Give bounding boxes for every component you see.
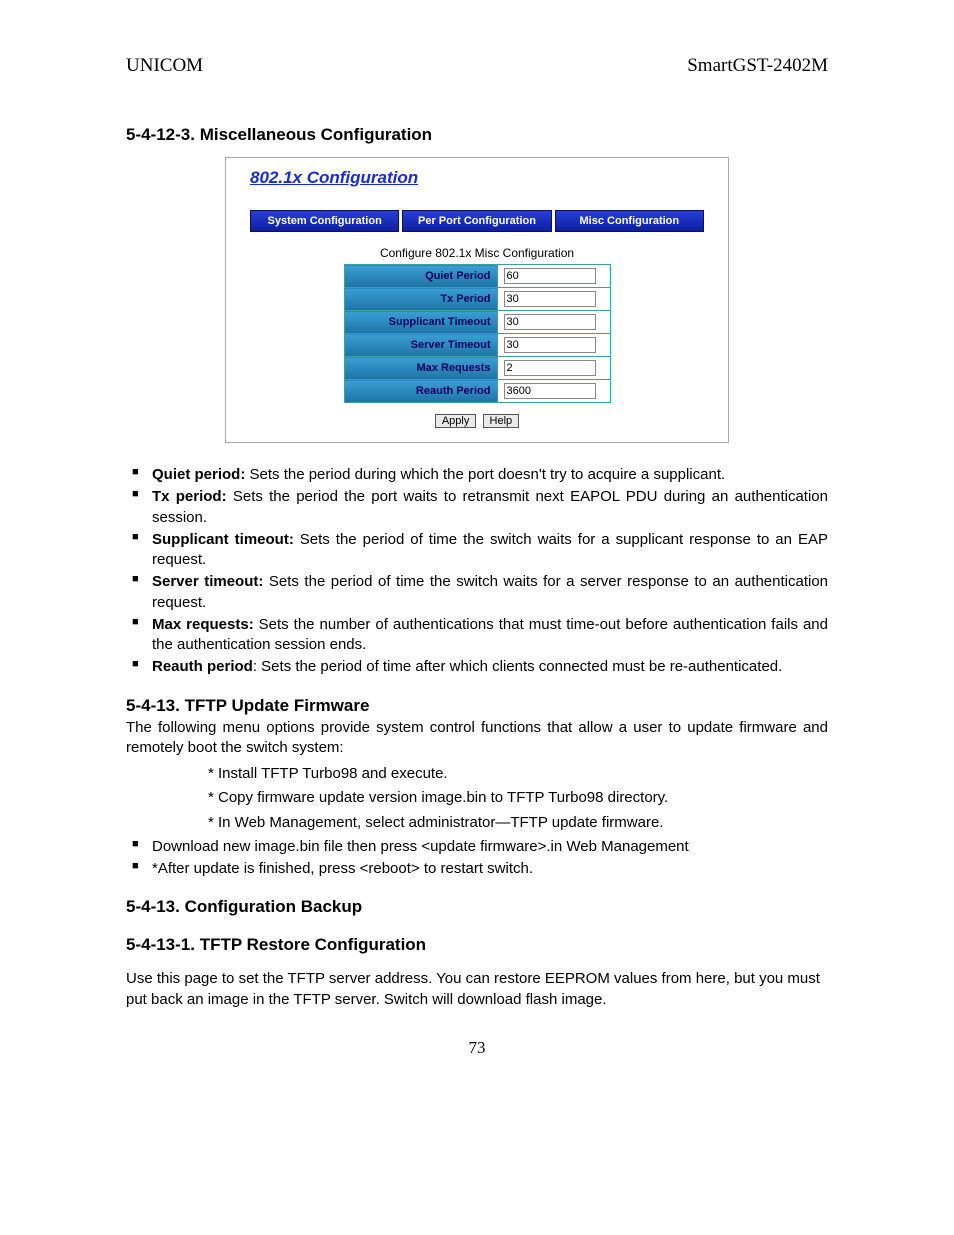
label-tx-period: Tx Period	[344, 288, 497, 311]
header-right: SmartGST-2402M	[687, 55, 828, 77]
term-supplicant-timeout: Supplicant timeout:	[152, 531, 294, 548]
tab-system-config[interactable]: System Configuration	[250, 210, 399, 232]
list-item: Reauth period: Sets the period of time a…	[126, 657, 828, 677]
row-reauth-period: Reauth Period	[344, 380, 610, 403]
help-button[interactable]: Help	[483, 414, 520, 428]
tab-bar: System Configuration Per Port Configurat…	[250, 210, 704, 232]
star-item-3: * In Web Management, select administrato…	[126, 813, 828, 833]
row-max-requests: Max Requests	[344, 357, 610, 380]
desc-max-requests: Sets the number of authentications that …	[152, 616, 828, 653]
input-supplicant-timeout[interactable]	[504, 314, 596, 330]
page-number: 73	[126, 1038, 828, 1058]
desc-reauth-period: : Sets the period of time after which cl…	[253, 658, 782, 675]
term-tx-period: Tx period:	[152, 488, 227, 505]
label-supplicant-timeout: Supplicant Timeout	[344, 311, 497, 334]
section-title-misc-config: 5-4-12-3. Miscellaneous Configuration	[126, 125, 828, 145]
term-server-timeout: Server timeout:	[152, 573, 263, 590]
config-panel: 802.1x Configuration System Configuratio…	[225, 157, 729, 443]
label-max-requests: Max Requests	[344, 357, 497, 380]
label-server-timeout: Server Timeout	[344, 334, 497, 357]
star-item-2: * Copy firmware update version image.bin…	[126, 788, 828, 808]
list-item: Tx period: Sets the period the port wait…	[126, 487, 828, 528]
star-item-1: * Install TFTP Turbo98 and execute.	[126, 764, 828, 784]
apply-button[interactable]: Apply	[435, 414, 477, 428]
tab-misc-config[interactable]: Misc Configuration	[555, 210, 704, 232]
input-max-requests[interactable]	[504, 360, 596, 376]
tftp-intro: The following menu options provide syste…	[126, 718, 828, 759]
page-header: UNICOM SmartGST-2402M	[126, 55, 828, 77]
list-item: Quiet period: Sets the period during whi…	[126, 465, 828, 485]
row-supplicant-timeout: Supplicant Timeout	[344, 311, 610, 334]
list-item: *After update is finished, press <reboot…	[126, 859, 828, 879]
term-reauth-period: Reauth period	[152, 658, 253, 675]
term-max-requests: Max requests:	[152, 616, 254, 633]
tftp-bullet-list: Download new image.bin file then press <…	[126, 837, 828, 880]
term-quiet-period: Quiet period:	[152, 466, 245, 483]
panel-button-row: Apply Help	[250, 411, 704, 428]
label-quiet-period: Quiet Period	[344, 265, 497, 288]
input-tx-period[interactable]	[504, 291, 596, 307]
list-item: Supplicant timeout: Sets the period of t…	[126, 530, 828, 571]
section-title-config-backup: 5-4-13. Configuration Backup	[126, 897, 828, 917]
section-title-tftp-update: 5-4-13. TFTP Update Firmware	[126, 696, 828, 716]
tab-per-port-config[interactable]: Per Port Configuration	[402, 210, 551, 232]
desc-tx-period: Sets the period the port waits to retran…	[152, 488, 828, 525]
list-item: Max requests: Sets the number of authent…	[126, 615, 828, 656]
list-item: Download new image.bin file then press <…	[126, 837, 828, 857]
tftp-restore-para: Use this page to set the TFTP server add…	[126, 969, 828, 1010]
input-server-timeout[interactable]	[504, 337, 596, 353]
config-caption: Configure 802.1x Misc Configuration	[250, 246, 704, 260]
section-title-tftp-restore: 5-4-13-1. TFTP Restore Configuration	[126, 935, 828, 955]
row-tx-period: Tx Period	[344, 288, 610, 311]
desc-quiet-period: Sets the period during which the port do…	[245, 466, 725, 483]
document-page: UNICOM SmartGST-2402M 5-4-12-3. Miscella…	[0, 0, 954, 1098]
definition-list: Quiet period: Sets the period during whi…	[126, 465, 828, 678]
row-server-timeout: Server Timeout	[344, 334, 610, 357]
config-table: Quiet Period Tx Period Supplicant Timeou…	[344, 264, 611, 403]
header-left: UNICOM	[126, 55, 203, 77]
panel-title: 802.1x Configuration	[250, 168, 704, 192]
input-quiet-period[interactable]	[504, 268, 596, 284]
row-quiet-period: Quiet Period	[344, 265, 610, 288]
input-reauth-period[interactable]	[504, 383, 596, 399]
label-reauth-period: Reauth Period	[344, 380, 497, 403]
list-item: Server timeout: Sets the period of time …	[126, 572, 828, 613]
